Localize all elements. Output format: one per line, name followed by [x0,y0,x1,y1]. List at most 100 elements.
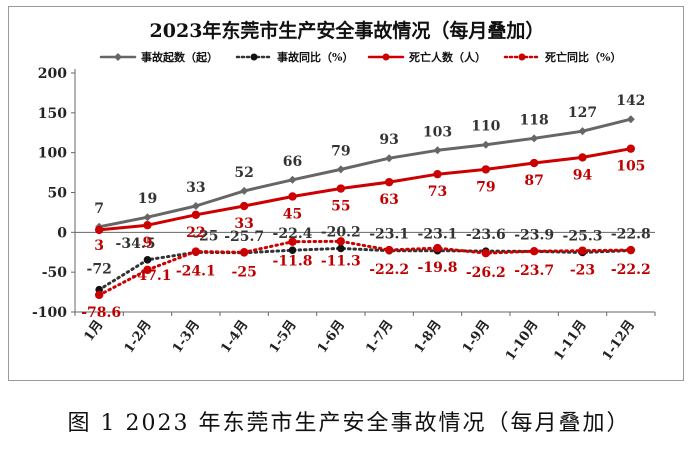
legend-label-1: 事故同比（%） [277,50,353,64]
chart-title: 2023年东莞市生产安全事故情况（每月叠加） [150,19,545,42]
series-3-label-1: -47.1 [132,268,172,284]
caption-text: 1 2023 年东莞市生产安全事故情况（每月叠加） [100,411,631,436]
series-3-label-2: -24.1 [176,264,216,280]
legend-marker-2 [382,53,390,61]
series-3-point-11 [626,245,636,255]
series-1-label-7: -23.1 [418,227,458,243]
series-3-label-4: -11.8 [273,254,313,270]
series-0-point-11 [626,115,635,124]
series-0-label-10: 127 [568,105,597,121]
series-3-label-11: -22.2 [611,262,651,278]
series-2-point-3 [239,201,249,211]
series-1-point-1 [143,256,152,264]
series-2-label-10: 94 [573,167,593,183]
series-0-point-6 [385,154,394,163]
series-3-point-7 [433,243,442,253]
series-1-label-5: -20.2 [321,224,361,240]
series-0-point-10 [578,127,587,136]
series-3-point-5 [336,237,346,246]
legend-marker-0 [114,53,122,61]
series-3-point-8 [481,249,491,258]
legend-label-0: 事故起数（起） [141,50,218,64]
series-3-label-6: -22.2 [369,262,409,278]
series-2-point-9 [529,158,539,168]
series-2-label-11: 105 [616,159,645,175]
series-2-label-8: 79 [476,179,495,195]
series-0-point-3 [240,186,249,195]
series-1-label-6: -23.1 [369,227,409,243]
series-0-point-1 [143,213,152,222]
series-2-label-1: 9 [143,235,153,251]
series-2-point-8 [481,165,491,174]
legend-label-3: 死亡同比（%） [545,50,621,64]
series-3-point-4 [288,237,297,246]
series-3-label-8: -26.2 [466,265,506,281]
x-tick-label-1: 1-2月 [122,318,155,357]
x-tick-label-0: 1月 [82,318,107,345]
series-0-point-8 [481,140,490,149]
x-tick-label-3: 1-4月 [218,318,251,357]
series-3-label-3: -25 [232,264,257,280]
series-3-point-2 [191,247,201,256]
series-3-point-1 [143,265,152,275]
series-2-label-4: 45 [283,206,302,222]
x-tick-label-11: 1-12月 [600,318,638,364]
series-3-label-0: -78.6 [81,305,121,321]
x-tick-label-2: 1-3月 [170,318,203,357]
series-0-label-6: 93 [379,132,398,148]
series-line-2 [97,147,633,232]
y-tick-label-3: 50 [48,186,68,202]
y-tick-label-0: -100 [32,305,67,321]
series-3-label-10: -23 [570,263,595,279]
series-2-point-7 [433,169,442,179]
y-tick-label-4: 100 [38,146,67,162]
series-2-point-4 [288,192,297,201]
series-0-point-4 [288,175,297,184]
series-0-label-0: 7 [94,201,104,217]
series-line-3 [97,239,633,297]
series-0-point-7 [433,146,442,155]
x-tick-label-6: 1-7月 [363,318,396,357]
series-1-label-2: -25 [193,228,218,244]
y-tick-label-1: -50 [42,265,68,281]
series-2-point-11 [626,144,636,153]
series-2-label-2: 22 [186,225,205,241]
series-3-point-6 [384,245,394,255]
series-3-point-3 [239,248,249,257]
y-tick-label-6: 200 [38,66,67,82]
series-2-point-10 [578,153,587,162]
series-3-point-10 [578,246,587,255]
x-tick-label-8: 1-9月 [460,318,493,357]
series-0-point-9 [530,134,539,143]
series-3-label-9: -23.7 [514,263,554,279]
series-2-point-6 [384,177,394,187]
series-1-label-8: -23.6 [466,227,506,243]
series-3-point-0 [94,290,104,300]
series-2-point-1 [143,220,152,230]
x-tick-label-7: 1-8月 [412,318,445,357]
series-2-label-3: 33 [234,216,253,232]
caption-prefix: 图 [67,411,92,436]
y-tick-label-5: 150 [38,106,67,122]
series-1-label-9: -23.9 [514,227,554,243]
series-0-label-2: 33 [186,180,205,196]
series-2-label-9: 87 [524,173,543,189]
series-1-point-5 [337,244,345,253]
series-0-label-5: 79 [331,143,350,159]
x-tick-label-4: 1-5月 [267,318,300,357]
series-0-label-9: 118 [520,112,549,128]
y-tick-label-2: 0 [57,225,67,241]
series-0-label-7: 103 [423,124,452,140]
legend-marker-1 [250,53,258,61]
series-2-label-0: 3 [94,238,104,254]
series-2-label-5: 55 [331,199,350,215]
series-1-point-4 [288,246,297,254]
x-tick-label-10: 1-11月 [551,318,589,364]
legend-marker-3 [518,53,526,61]
series-0-label-3: 52 [234,165,253,181]
series-2-label-7: 73 [428,184,447,200]
series-2-point-2 [191,210,201,220]
series-1-label-3: -25.7 [224,229,264,245]
series-1-label-4: -22.4 [273,226,313,242]
series-2-point-5 [336,184,346,193]
